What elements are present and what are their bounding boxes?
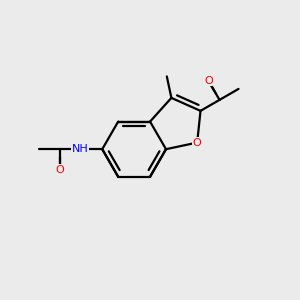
Text: O: O (193, 138, 202, 148)
Text: O: O (55, 164, 64, 175)
Text: O: O (204, 76, 213, 86)
Text: NH: NH (71, 144, 88, 154)
